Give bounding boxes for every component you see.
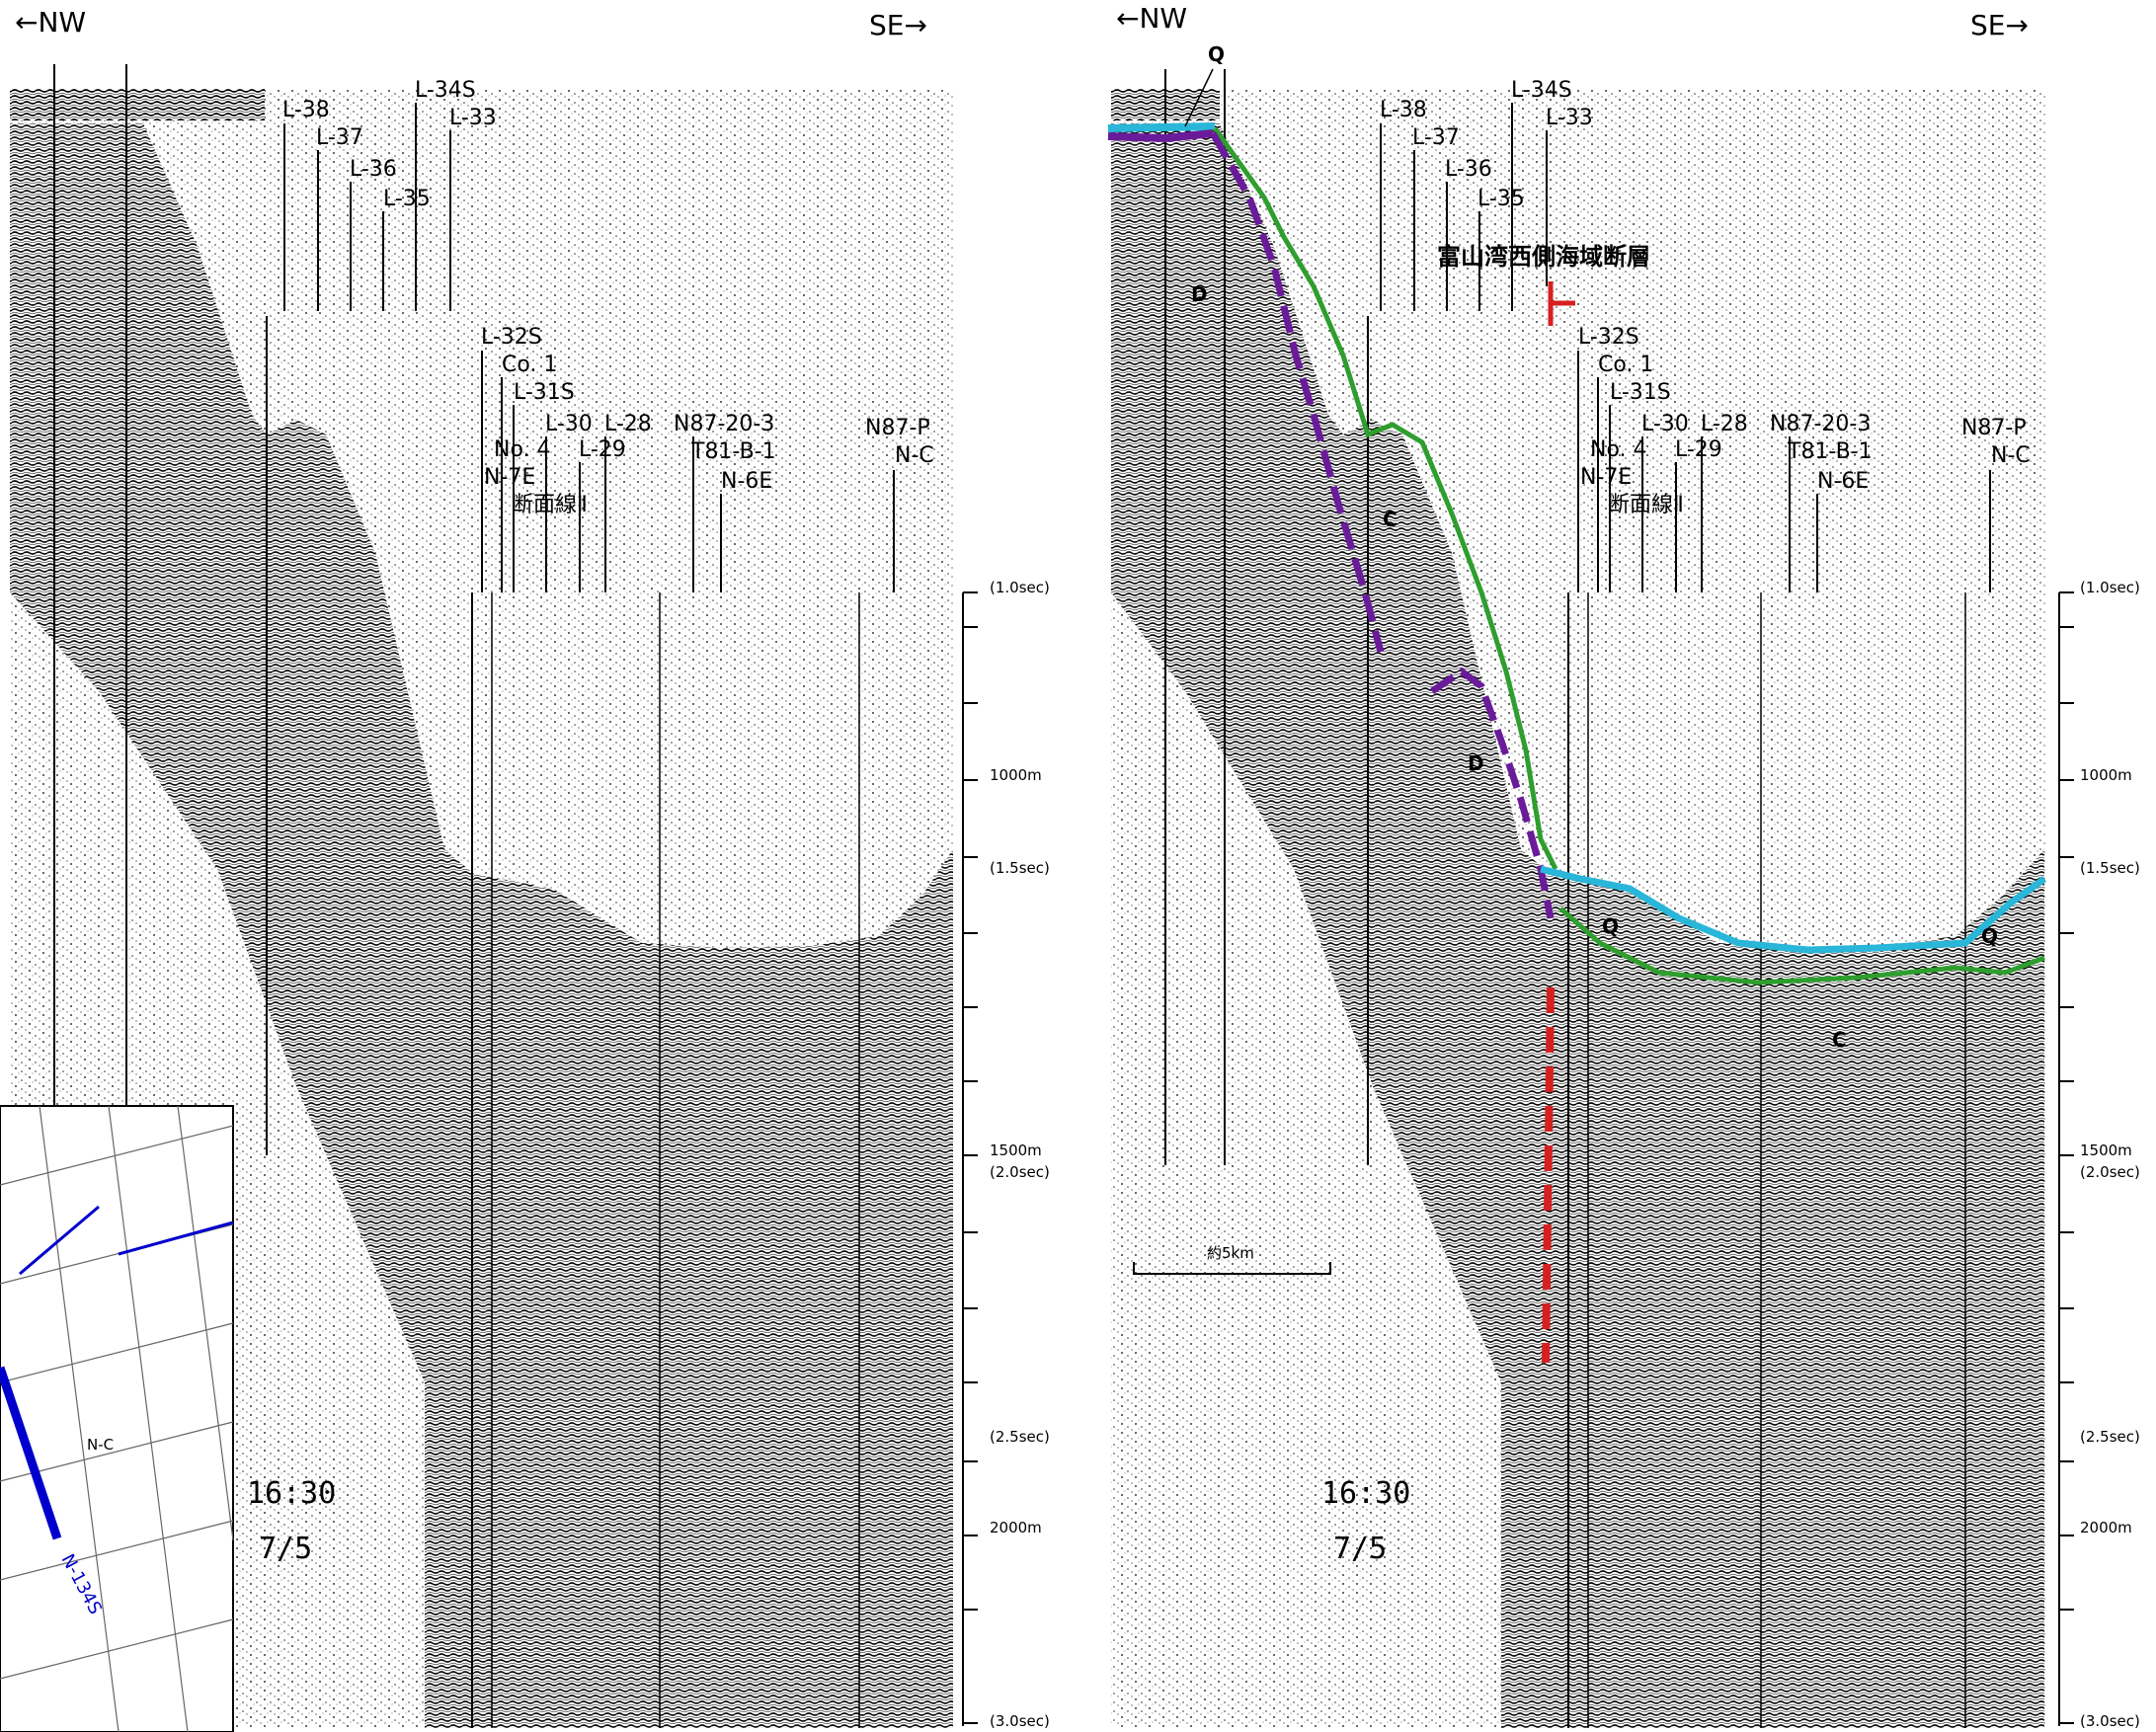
left-time-stamp: 16:30 bbox=[247, 1476, 336, 1511]
right-line-l30: L-30 bbox=[1641, 412, 1689, 436]
inset-map-frame bbox=[0, 1105, 234, 1732]
right-line-l37: L-37 bbox=[1412, 125, 1460, 150]
inset-track-n134s bbox=[0, 1366, 62, 1540]
right-tick-1-5sec: (1.5sec) bbox=[2080, 859, 2140, 877]
right-line-l35: L-35 bbox=[1477, 187, 1525, 211]
right-horizon-c-lower bbox=[1558, 906, 2045, 985]
right-date-stamp: 7/5 bbox=[1333, 1532, 1387, 1566]
right-line-no4: No. 4 bbox=[1590, 437, 1647, 462]
left-line-l31s: L-31S bbox=[514, 380, 575, 405]
right-line-n87p: N87-P bbox=[1961, 416, 2027, 440]
right-line-n6e: N-6E bbox=[1817, 469, 1869, 494]
right-tick-2-0sec: (2.0sec) bbox=[2080, 1163, 2140, 1181]
left-direction-nw: ←NW bbox=[15, 6, 86, 39]
left-line-l36: L-36 bbox=[350, 157, 397, 182]
left-top-band bbox=[10, 89, 265, 120]
left-depth-axis: (1.0sec) 1000m (1.5sec) 1500m (2.0sec) (… bbox=[962, 579, 1050, 1730]
left-line-l32s: L-32S bbox=[481, 325, 542, 350]
right-line-co1: Co. 1 bbox=[1598, 353, 1653, 377]
right-line-l38: L-38 bbox=[1380, 98, 1427, 122]
right-line-l36: L-36 bbox=[1445, 157, 1492, 182]
unit-q-top: Q bbox=[1208, 42, 1225, 66]
scale-bar-label: 約5km bbox=[1207, 1244, 1254, 1262]
left-line-nc: N-C bbox=[895, 443, 934, 468]
right-seismic-panel: ←NW SE→ L-38 L-37 L-36 L-35 L-34S L-33 富… bbox=[1107, 2, 2047, 1728]
left-tick-3-0sec: (3.0sec) bbox=[990, 1712, 1050, 1730]
left-line-n6e: N-6E bbox=[721, 469, 772, 494]
inset-track-b bbox=[118, 1220, 234, 1256]
right-line-l31s: L-31S bbox=[1610, 380, 1671, 405]
right-horizon-c bbox=[1212, 126, 1558, 871]
left-section-label: 断面線Ⅱ bbox=[512, 493, 588, 517]
right-direction-se: SE→ bbox=[1970, 9, 2029, 41]
left-tick-1500m: 1500m bbox=[990, 1142, 1042, 1159]
inset-nc-label: N-C bbox=[87, 1436, 114, 1454]
right-horizon-d-upper bbox=[1209, 131, 1385, 653]
right-line-l32s: L-32S bbox=[1578, 325, 1639, 350]
right-line-l34s: L-34S bbox=[1511, 78, 1572, 103]
right-direction-nw: ←NW bbox=[1116, 2, 1187, 35]
left-tick-2-0sec: (2.0sec) bbox=[990, 1163, 1050, 1181]
left-line-no4: No. 4 bbox=[494, 437, 551, 462]
left-line-l33: L-33 bbox=[449, 106, 497, 130]
left-date-stamp: 7/5 bbox=[259, 1532, 312, 1566]
left-tick-1-5sec: (1.5sec) bbox=[990, 859, 1050, 877]
right-fault-trace bbox=[1542, 986, 1555, 1364]
unit-q-right: Q bbox=[1602, 914, 1619, 938]
right-tick-1500m: 1500m bbox=[2080, 1142, 2132, 1159]
left-tick-1000m: 1000m bbox=[990, 766, 1042, 784]
left-line-l29: L-29 bbox=[579, 437, 626, 462]
right-line-l29: L-29 bbox=[1675, 437, 1722, 462]
left-line-l35: L-35 bbox=[383, 187, 431, 211]
left-line-n7e: N-7E bbox=[484, 465, 535, 490]
right-time-stamp: 16:30 bbox=[1321, 1476, 1410, 1511]
right-tick-1-0sec: (1.0sec) bbox=[2080, 579, 2140, 596]
left-line-l28: L-28 bbox=[604, 412, 652, 436]
right-fault-symbol bbox=[1548, 281, 1575, 326]
right-seafloor-q-upper bbox=[1107, 122, 1216, 132]
left-line-co1: Co. 1 bbox=[502, 353, 557, 377]
left-line-l30: L-30 bbox=[545, 412, 593, 436]
right-line-nc: N-C bbox=[1991, 443, 2031, 468]
right-depth-axis: (1.0sec) 1000m (1.5sec) 1500m (2.0sec) (… bbox=[2058, 579, 2140, 1730]
right-fault-label: 富山湾西側海域断層 bbox=[1437, 243, 1650, 271]
left-direction-se: SE→ bbox=[869, 9, 927, 41]
right-horizon-d-top bbox=[1107, 129, 1214, 143]
unit-d-upper: D bbox=[1191, 282, 1208, 306]
left-line-l38: L-38 bbox=[282, 98, 330, 122]
right-line-n7e: N-7E bbox=[1580, 465, 1632, 490]
left-line-n87-20-3: N87-20-3 bbox=[674, 412, 774, 436]
left-line-l34s: L-34S bbox=[415, 78, 476, 103]
unit-d-lower: D bbox=[1468, 751, 1484, 775]
right-tick-1000m: 1000m bbox=[2080, 766, 2132, 784]
left-tick-2000m: 2000m bbox=[990, 1519, 1042, 1536]
right-line-n87-20-3: N87-20-3 bbox=[1770, 412, 1871, 436]
right-line-l28: L-28 bbox=[1701, 412, 1748, 436]
unit-q-far: Q bbox=[1981, 924, 1998, 948]
right-tick-2-5sec: (2.5sec) bbox=[2080, 1428, 2140, 1446]
left-tick-2-5sec: (2.5sec) bbox=[990, 1428, 1050, 1446]
unit-c-upper: C bbox=[1383, 508, 1397, 531]
scale-bar bbox=[1133, 1262, 1331, 1275]
unit-c-lower: C bbox=[1832, 1028, 1847, 1052]
inset-track-a bbox=[19, 1205, 100, 1276]
left-reflector-body bbox=[10, 123, 953, 1728]
left-line-n87p: N87-P bbox=[865, 416, 930, 440]
left-tick-1-0sec: (1.0sec) bbox=[990, 579, 1050, 596]
right-line-t81b1: T81-B-1 bbox=[1787, 439, 1873, 464]
right-tick-3-0sec: (3.0sec) bbox=[2080, 1712, 2140, 1730]
inset-grid-lines bbox=[0, 1105, 234, 1732]
right-section-label: 断面線Ⅱ bbox=[1608, 493, 1684, 517]
right-seafloor-q-lower bbox=[1540, 865, 2047, 954]
right-line-l33: L-33 bbox=[1546, 106, 1593, 130]
right-tick-2000m: 2000m bbox=[2080, 1519, 2132, 1536]
left-inset-map: N-134S N-C bbox=[0, 1105, 234, 1732]
left-line-l37: L-37 bbox=[316, 125, 363, 150]
left-line-t81b1: T81-B-1 bbox=[690, 439, 776, 464]
